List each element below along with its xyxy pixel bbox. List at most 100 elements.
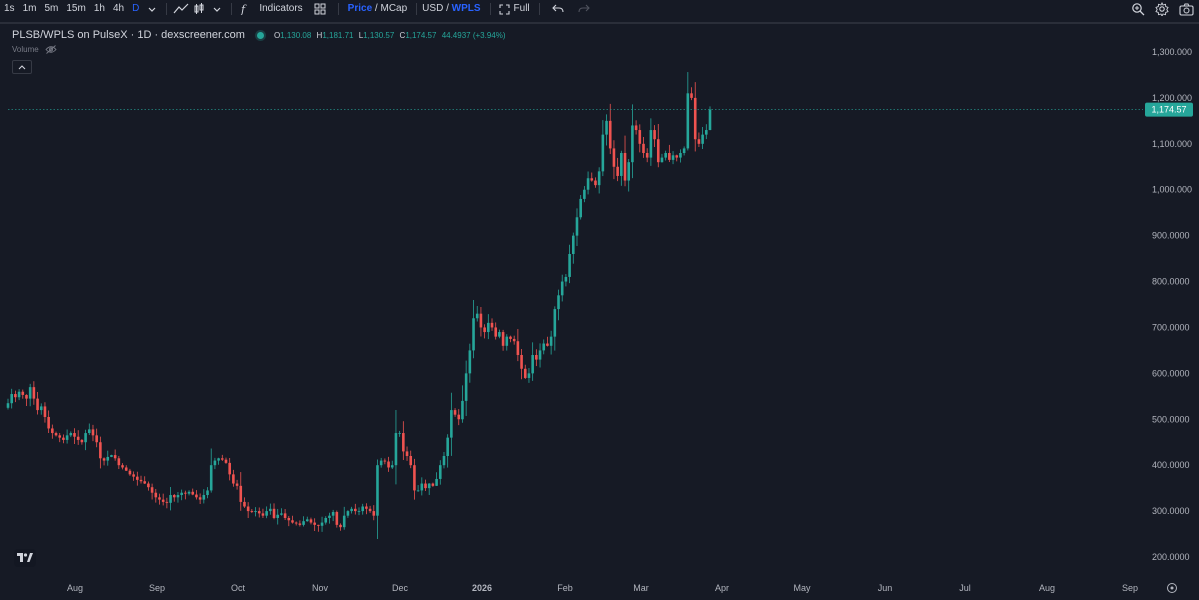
candle-body <box>501 332 505 346</box>
last-price-badge <box>1145 102 1193 117</box>
candle-body <box>76 436 80 440</box>
eye-off-icon[interactable] <box>45 45 57 54</box>
interval-5m[interactable]: 5m <box>44 3 59 14</box>
layout-grid-icon[interactable] <box>311 0 329 18</box>
candle-body <box>224 459 228 463</box>
candle-body <box>65 435 69 440</box>
currency-toggle[interactable]: USD / WPLS <box>422 0 484 18</box>
full-button[interactable]: Full <box>513 3 530 14</box>
price-tick-label: 500.0000 <box>1152 414 1190 424</box>
price-tick-label: 1,300.000 <box>1152 47 1192 57</box>
candle-body <box>202 495 206 500</box>
candle-body <box>357 511 361 512</box>
candle-body <box>361 506 364 512</box>
candle-body <box>594 180 597 186</box>
chevron-down-icon[interactable] <box>208 0 226 18</box>
candle-body <box>409 456 413 466</box>
interval-1s[interactable]: 1s <box>4 3 15 14</box>
candle-body <box>553 309 557 337</box>
candle-body <box>80 439 84 443</box>
price-option[interactable]: Price <box>347 3 373 14</box>
search-icon[interactable] <box>1129 0 1147 18</box>
interval-4h[interactable]: 4h <box>112 3 125 14</box>
candle-body <box>708 109 712 131</box>
collapse-legend-button[interactable] <box>12 60 32 74</box>
candle-body <box>675 155 679 158</box>
function-icon[interactable]: f <box>237 0 255 18</box>
indicators-button[interactable]: Indicators <box>259 3 303 14</box>
candle-body <box>51 428 54 434</box>
time-tick-label: Sep <box>149 583 165 593</box>
candle-body <box>10 394 13 404</box>
candles-icon[interactable] <box>190 0 208 18</box>
candle-body <box>117 458 121 466</box>
open-value: 1,130.08 <box>280 30 312 40</box>
candle-body <box>191 491 195 495</box>
candle-body <box>446 437 449 456</box>
candle-body <box>420 483 424 491</box>
close-key: C <box>399 30 406 40</box>
redo-icon[interactable] <box>575 0 593 18</box>
candle-body <box>557 295 560 310</box>
mcap-option[interactable]: MCap <box>380 3 408 14</box>
candle-body <box>354 508 357 512</box>
gear-axis-icon[interactable] <box>1167 583 1177 593</box>
axis-settings[interactable] <box>1167 583 1177 593</box>
candle-body <box>509 336 512 339</box>
candle-body <box>294 522 298 524</box>
candle-body <box>457 414 461 420</box>
candle-body <box>84 433 87 443</box>
candle-body <box>99 442 102 459</box>
candle-body <box>243 501 246 507</box>
chevron-down-icon[interactable] <box>143 0 161 18</box>
price-chart[interactable]: 1,300.000 1,200.000 1,100.000 1,000.000 900.… <box>0 24 1199 600</box>
time-tick-label: Jul <box>959 583 971 593</box>
candle-body <box>128 470 132 475</box>
candle-body <box>228 462 231 475</box>
candle-body <box>331 512 335 516</box>
candle-body <box>682 148 686 153</box>
candle-body <box>686 93 690 149</box>
fullscreen-icon[interactable] <box>496 0 514 18</box>
gear-axis-icon-center <box>1170 586 1174 590</box>
interval-1m[interactable]: 1m <box>22 3 37 14</box>
price-tick-label: 1,000.000 <box>1152 185 1192 195</box>
candle-body <box>272 508 276 518</box>
tradingview-logo-icon[interactable] <box>14 549 36 567</box>
symbol-title[interactable]: PLSB/WPLS on PulseX · 1D · dexscreener.c… <box>12 29 245 41</box>
interval-D[interactable]: D <box>132 3 140 14</box>
price-mcap-toggle[interactable]: Price / MCap <box>344 0 408 18</box>
candle-body <box>660 157 664 163</box>
camera-icon[interactable] <box>1177 0 1195 18</box>
time-axis: Aug Sep Oct Nov Dec 2026 Feb Mar Apr May Jun Jul Aug… <box>67 583 1138 593</box>
price-tick-label: 600.0000 <box>1152 368 1190 378</box>
candle-body <box>705 130 708 135</box>
candle-body <box>542 343 546 351</box>
candle-body <box>62 437 65 440</box>
candle-body <box>379 460 383 466</box>
candles-layer <box>6 72 712 539</box>
candle-body <box>124 467 128 471</box>
time-tick-label: Feb <box>557 583 573 593</box>
volume-label: Volume <box>12 45 39 54</box>
price-tick-label: 800.0000 <box>1152 277 1190 287</box>
usd-option[interactable]: USD <box>422 3 444 14</box>
wpls-option[interactable]: WPLS <box>451 3 481 14</box>
candle-body <box>620 153 623 176</box>
undo-icon[interactable] <box>549 0 567 18</box>
candle-body <box>468 350 472 374</box>
candle-body <box>390 465 394 468</box>
time-tick-label: Apr <box>715 583 729 593</box>
candle-body <box>25 394 28 399</box>
line-chart-icon[interactable] <box>172 0 190 18</box>
candle-body <box>627 162 631 181</box>
gear-icon[interactable] <box>1153 0 1171 18</box>
volume-legend[interactable]: Volume <box>12 45 57 54</box>
top-toolbar: 1s 1m 5m 15m 1h 4h D f Indicators Price / MCap… <box>0 0 1199 18</box>
interval-15m[interactable]: 15m <box>66 3 86 14</box>
candle-body <box>254 511 257 513</box>
candle-body <box>520 355 523 369</box>
time-tick-label: 2026 <box>472 583 492 593</box>
candle-body <box>69 433 73 436</box>
interval-1h[interactable]: 1h <box>93 3 105 14</box>
